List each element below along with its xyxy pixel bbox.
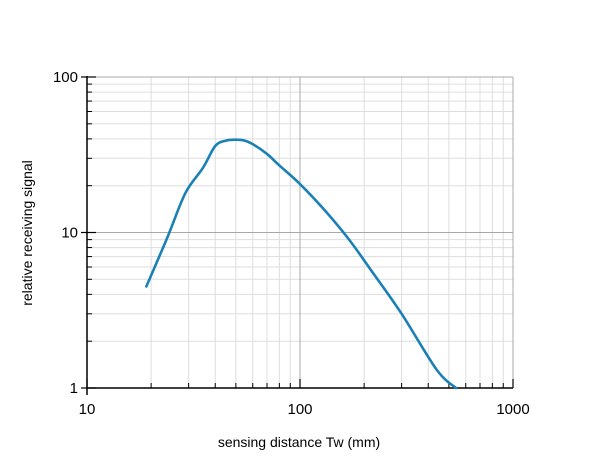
- x-tick-label: 10: [79, 401, 96, 418]
- x-tick-label: 1000: [496, 401, 529, 418]
- ticks: [81, 76, 514, 389]
- y-tick-label: 100: [53, 69, 78, 86]
- x-tick-label: 100: [287, 401, 312, 418]
- major-gridlines: [87, 76, 514, 388]
- series-group: [145, 138, 458, 390]
- y-tick-label: 1: [70, 380, 78, 397]
- y-axis-title: relative receiving signal: [19, 160, 35, 306]
- series-line: [145, 138, 458, 390]
- y-tick-label: 10: [61, 225, 78, 242]
- x-axis-title: sensing distance Tw (mm): [218, 434, 380, 450]
